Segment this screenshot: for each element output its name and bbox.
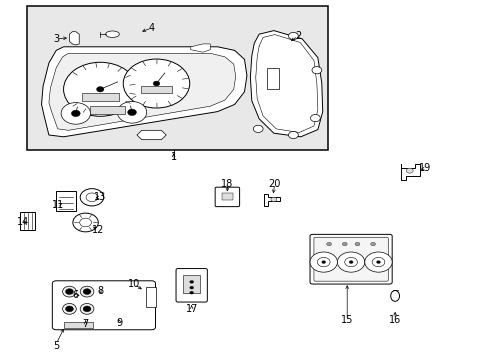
Bar	[90, 106, 124, 114]
FancyBboxPatch shape	[176, 269, 207, 302]
Circle shape	[309, 252, 337, 272]
Polygon shape	[137, 130, 166, 140]
Circle shape	[83, 306, 91, 312]
Text: 12: 12	[91, 225, 104, 235]
Text: 5: 5	[53, 341, 59, 351]
Circle shape	[86, 193, 98, 202]
Polygon shape	[250, 31, 322, 137]
Polygon shape	[69, 32, 79, 45]
Text: 18: 18	[221, 179, 233, 189]
Text: 7: 7	[82, 319, 88, 329]
Circle shape	[189, 291, 193, 294]
Ellipse shape	[80, 286, 94, 297]
Ellipse shape	[390, 291, 399, 301]
Text: 3: 3	[53, 34, 59, 44]
Text: 4: 4	[148, 23, 154, 33]
Circle shape	[337, 252, 364, 272]
Circle shape	[376, 261, 380, 264]
Ellipse shape	[105, 31, 119, 37]
FancyBboxPatch shape	[52, 281, 155, 330]
FancyBboxPatch shape	[313, 237, 387, 281]
Bar	[183, 275, 200, 293]
Circle shape	[344, 257, 357, 267]
Circle shape	[65, 289, 73, 294]
Bar	[81, 93, 119, 101]
Circle shape	[288, 131, 298, 139]
Circle shape	[96, 87, 103, 92]
Bar	[266, 68, 278, 89]
Circle shape	[63, 62, 137, 116]
Circle shape	[348, 261, 352, 264]
Polygon shape	[49, 53, 235, 130]
Circle shape	[123, 59, 189, 108]
Circle shape	[80, 218, 91, 227]
Text: 17: 17	[185, 304, 198, 314]
Circle shape	[326, 242, 331, 246]
Bar	[56, 191, 76, 211]
Circle shape	[80, 189, 103, 206]
Bar	[141, 86, 172, 93]
Circle shape	[127, 109, 136, 116]
Text: 10: 10	[128, 279, 141, 289]
Circle shape	[310, 114, 320, 122]
Text: 20: 20	[268, 179, 281, 189]
Circle shape	[189, 280, 193, 283]
Circle shape	[321, 261, 325, 264]
Circle shape	[253, 125, 263, 132]
Polygon shape	[41, 47, 246, 137]
Circle shape	[354, 242, 359, 246]
Circle shape	[311, 67, 321, 74]
Circle shape	[189, 286, 193, 289]
Bar	[20, 212, 35, 230]
Polygon shape	[400, 164, 419, 180]
Text: 2: 2	[295, 31, 301, 41]
Circle shape	[342, 242, 346, 246]
Circle shape	[317, 257, 329, 267]
Circle shape	[288, 32, 298, 40]
Circle shape	[73, 213, 98, 232]
Circle shape	[65, 306, 73, 312]
Circle shape	[406, 168, 412, 173]
Circle shape	[61, 103, 90, 124]
Polygon shape	[264, 194, 279, 206]
Ellipse shape	[80, 303, 94, 314]
FancyBboxPatch shape	[215, 187, 239, 207]
Bar	[27, 6, 327, 150]
Text: 13: 13	[94, 192, 106, 202]
Text: 11: 11	[51, 200, 64, 210]
Ellipse shape	[62, 286, 76, 297]
Polygon shape	[190, 44, 210, 52]
Circle shape	[83, 289, 91, 294]
Text: 15: 15	[340, 315, 353, 325]
Circle shape	[71, 110, 80, 117]
Circle shape	[270, 197, 276, 202]
Circle shape	[117, 102, 146, 123]
Bar	[145, 287, 156, 307]
FancyBboxPatch shape	[309, 234, 391, 284]
Text: 1: 1	[170, 152, 176, 162]
Bar	[221, 193, 233, 200]
Ellipse shape	[62, 303, 76, 314]
Bar	[63, 322, 93, 328]
Text: 19: 19	[418, 163, 431, 174]
Circle shape	[364, 252, 391, 272]
Text: 14: 14	[17, 217, 30, 228]
Circle shape	[371, 257, 384, 267]
Text: 8: 8	[97, 286, 103, 296]
Circle shape	[153, 81, 160, 86]
Text: 16: 16	[388, 315, 401, 325]
Text: 6: 6	[73, 290, 79, 300]
Text: 9: 9	[117, 318, 122, 328]
Circle shape	[370, 242, 375, 246]
